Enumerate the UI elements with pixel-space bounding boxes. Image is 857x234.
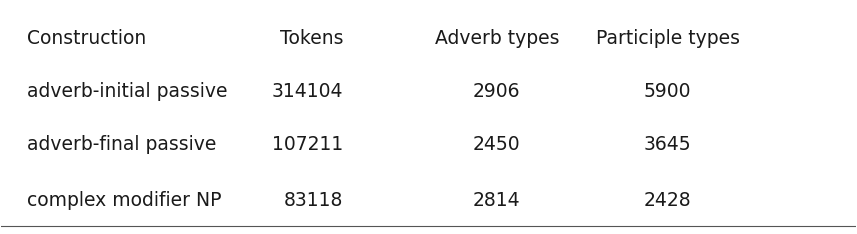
- Text: complex modifier NP: complex modifier NP: [27, 191, 221, 210]
- Text: 314104: 314104: [272, 82, 343, 101]
- Text: Construction: Construction: [27, 29, 147, 48]
- Text: 2906: 2906: [473, 82, 520, 101]
- Text: 3645: 3645: [644, 135, 692, 154]
- Text: 2450: 2450: [473, 135, 521, 154]
- Text: 2428: 2428: [644, 191, 692, 210]
- Text: Participle types: Participle types: [596, 29, 740, 48]
- Text: 5900: 5900: [644, 82, 692, 101]
- Text: 83118: 83118: [284, 191, 343, 210]
- Text: 2814: 2814: [473, 191, 521, 210]
- Text: Adverb types: Adverb types: [434, 29, 559, 48]
- Text: adverb-initial passive: adverb-initial passive: [27, 82, 227, 101]
- Text: 107211: 107211: [272, 135, 343, 154]
- Text: adverb-final passive: adverb-final passive: [27, 135, 216, 154]
- Text: Tokens: Tokens: [279, 29, 343, 48]
